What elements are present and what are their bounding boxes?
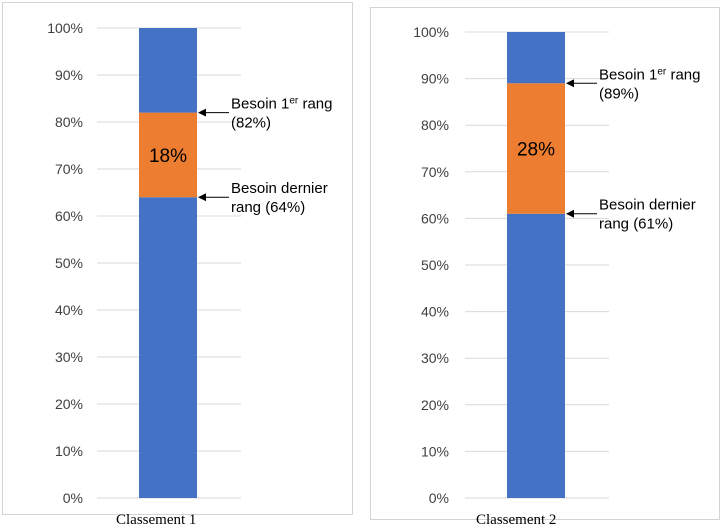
- y-tick-label: 90%: [55, 67, 83, 83]
- y-tick-label: 40%: [421, 304, 449, 320]
- annotation-text: (82%): [231, 115, 271, 132]
- annotation-text: Besoin 1er rang: [231, 96, 332, 113]
- y-tick-label: 70%: [421, 164, 449, 180]
- chart-caption-1: Classement 1: [116, 512, 197, 528]
- y-tick-label: 100%: [47, 20, 83, 36]
- y-tick-label: 0%: [63, 490, 83, 506]
- y-tick-label: 40%: [55, 302, 83, 318]
- y-tick-label: 10%: [55, 443, 83, 459]
- y-tick-label: 60%: [421, 210, 449, 226]
- bar-segment: [507, 32, 565, 84]
- y-tick-label: 20%: [55, 396, 83, 412]
- y-tick-label: 80%: [421, 117, 449, 133]
- stacked-bar-chart-2: 0% 10% 20% 30% 40% 50% 60% 70% 80% 90% 100% 28% Beso…: [413, 24, 700, 506]
- y-tick-label: 10%: [421, 443, 449, 459]
- y-tick-label: 70%: [55, 161, 83, 177]
- annotation-text: Besoin 1er rang: [599, 66, 700, 83]
- annotation-text: rang (61%): [599, 216, 673, 233]
- y-tick-label: 90%: [421, 71, 449, 87]
- annotation-text: Besoin dernier: [599, 197, 696, 214]
- y-tick-label: 60%: [55, 208, 83, 224]
- y-tick-label: 0%: [429, 490, 449, 506]
- bar-segment: [139, 197, 197, 498]
- bar-segment: [507, 213, 565, 499]
- y-tick-label: 30%: [55, 349, 83, 365]
- y-tick-label: 20%: [421, 397, 449, 413]
- y-tick-label: 80%: [55, 114, 83, 130]
- annotation-text: Besoin dernier: [231, 180, 328, 197]
- chart-panel-classement-2: 0% 10% 20% 30% 40% 50% 60% 70% 80% 90% 100% 28% Beso…: [370, 7, 720, 520]
- y-tick-label: 50%: [421, 257, 449, 273]
- y-tick-label: 30%: [421, 350, 449, 366]
- bar-segment: [139, 112, 197, 198]
- y-tick-label: 100%: [413, 24, 449, 40]
- chart-caption-2: Classement 2: [476, 512, 557, 528]
- segment-data-label: 18%: [149, 146, 187, 167]
- y-tick-label: 50%: [55, 255, 83, 271]
- bar-segment: [139, 28, 197, 113]
- bar-segment: [507, 83, 565, 214]
- segment-data-label: 28%: [517, 140, 555, 161]
- stacked-bar-chart-1: 0% 10% 20% 30% 40% 50% 60% 70% 80% 90% 100% 18% Beso…: [47, 20, 332, 506]
- annotation-text: rang (64%): [231, 199, 305, 216]
- chart-panel-classement-1: 0% 10% 20% 30% 40% 50% 60% 70% 80% 90% 100% 18% Beso…: [2, 2, 353, 515]
- annotation-text: (89%): [599, 85, 639, 102]
